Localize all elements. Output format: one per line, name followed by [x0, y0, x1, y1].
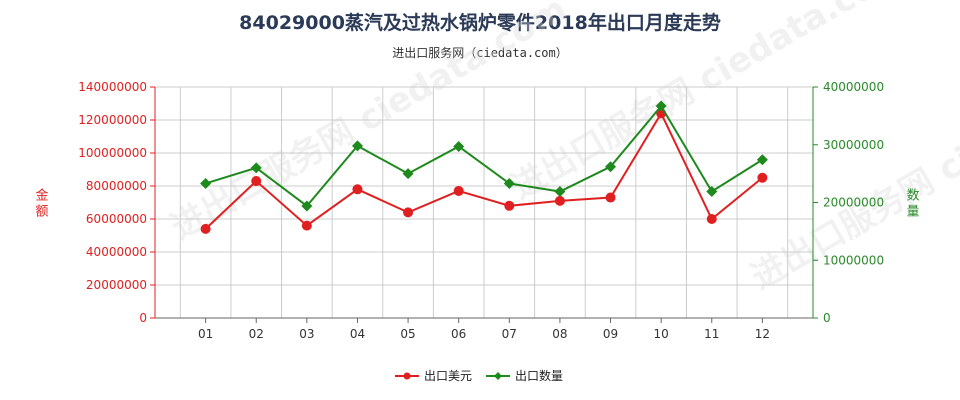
data-point-series-2 — [250, 162, 262, 174]
data-point-series-2 — [351, 140, 363, 152]
legend[interactable]: 出口美元 出口数量 — [395, 368, 563, 383]
x-tick-label: 04 — [350, 327, 365, 341]
x-tick-label: 07 — [502, 327, 517, 341]
y-axis-title-left: 金额 — [35, 188, 48, 220]
chart-subtitle: 进出口服务网（ciedata.com） — [392, 46, 568, 60]
data-point-series-2 — [402, 168, 414, 180]
watermark-text: 进出口服务网 ciedata.com — [505, 0, 914, 208]
y-tick-label-left: 140000000 — [78, 80, 147, 94]
data-point-series-2 — [706, 186, 718, 198]
data-point-series-2 — [301, 200, 313, 212]
data-point-series-1 — [352, 184, 363, 195]
data-point-series-1 — [605, 192, 616, 203]
y-tick-label-left: 0 — [139, 311, 147, 325]
legend-label: 出口数量 — [515, 368, 563, 383]
y-axis-title-left-char: 额 — [35, 205, 48, 220]
x-tick-label: 11 — [704, 327, 719, 341]
legend-marker-circle — [403, 372, 411, 380]
data-point-series-2 — [453, 140, 465, 152]
series-layer — [200, 100, 768, 234]
y-tick-label-left: 20000000 — [86, 278, 147, 292]
data-point-series-1 — [554, 195, 565, 206]
data-point-series-1 — [403, 207, 414, 218]
x-tick-label: 08 — [552, 327, 567, 341]
y-tick-label-left: 60000000 — [86, 212, 147, 226]
data-point-series-2 — [605, 161, 617, 173]
x-tick-label: 05 — [400, 327, 415, 341]
y-tick-label-right: 40000000 — [823, 80, 884, 94]
y-tick-label-right: 10000000 — [823, 253, 884, 267]
data-point-series-1 — [757, 172, 768, 183]
series-line-1 — [204, 111, 764, 230]
x-tick-label: 02 — [249, 327, 264, 341]
data-point-series-1 — [706, 214, 717, 224]
x-tick-label: 03 — [299, 327, 314, 341]
legend-label: 出口美元 — [424, 369, 472, 383]
y-tick-label-left: 100000000 — [78, 146, 147, 160]
legend-item-2[interactable]: 出口数量 — [486, 368, 563, 383]
x-tick-label: 12 — [755, 327, 770, 341]
data-point-series-2 — [756, 154, 768, 166]
x-tick-label: 10 — [654, 327, 669, 341]
data-point-series-1 — [453, 185, 464, 196]
chart-title: 84029000蒸汽及过热水锅炉零件2018年出口月度走势 — [239, 12, 721, 34]
y-axis-title-right-char: 数 — [906, 189, 919, 204]
y-axis-title-right-char: 量 — [906, 205, 919, 220]
axis-ticks: 0 20000000 40000000 60000000 80000000 1000000… — [35, 80, 919, 341]
x-tick-label: 06 — [451, 327, 466, 341]
y-tick-label-left: 40000000 — [86, 245, 147, 259]
data-point-series-1 — [200, 223, 211, 234]
data-point-series-2 — [200, 177, 212, 189]
data-point-series-1 — [301, 220, 312, 231]
data-point-series-2 — [655, 100, 667, 112]
series-line-2 — [205, 104, 763, 208]
y-axis-title-right: 数量 — [906, 189, 919, 220]
data-point-series-1 — [504, 200, 515, 211]
y-axis-title-left-char: 金 — [35, 188, 48, 204]
data-point-series-1 — [251, 176, 262, 187]
x-tick-label: 01 — [198, 327, 213, 341]
y-tick-label-right: 30000000 — [823, 138, 884, 152]
data-point-series-2 — [503, 177, 515, 189]
data-point-series-2 — [554, 186, 566, 198]
legend-item-1[interactable]: 出口美元 — [395, 369, 472, 383]
legend-marker-diamond — [494, 372, 502, 380]
y-tick-label-left: 120000000 — [78, 113, 147, 127]
y-tick-label-left: 80000000 — [86, 179, 147, 193]
y-tick-label-right: 0 — [823, 311, 831, 325]
x-tick-label: 09 — [603, 327, 618, 341]
y-tick-label-right: 20000000 — [823, 196, 884, 210]
